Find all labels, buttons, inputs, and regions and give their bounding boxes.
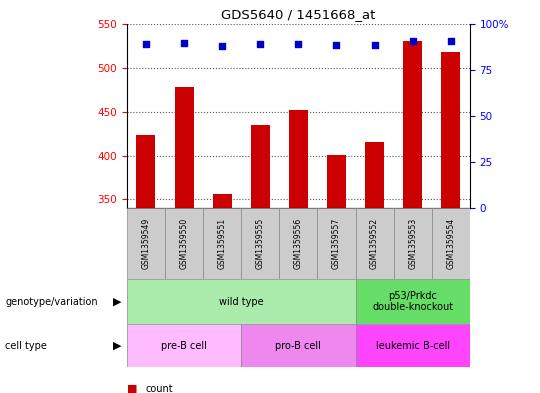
Text: GSM1359557: GSM1359557 [332,218,341,269]
Bar [127,208,165,279]
Text: pro-B cell: pro-B cell [275,341,321,351]
Title: GDS5640 / 1451668_at: GDS5640 / 1451668_at [221,8,375,21]
Point [408,38,417,44]
Bar [355,208,394,279]
Bar [203,208,241,279]
Text: GSM1359554: GSM1359554 [446,218,455,269]
Text: genotype/variation: genotype/variation [5,297,98,307]
Point [294,40,303,47]
Bar [289,110,308,208]
Text: GSM1359552: GSM1359552 [370,218,379,269]
Bar [165,208,203,279]
Point [256,40,265,47]
Point [180,40,188,46]
Text: p53/Prkdc
double-knockout: p53/Prkdc double-knockout [372,291,453,312]
Bar [403,41,422,208]
Point [332,42,341,48]
Text: leukemic B-cell: leukemic B-cell [376,341,450,351]
Bar [394,208,431,279]
Bar [441,52,460,208]
Point [370,42,379,48]
Text: cell type: cell type [5,341,48,351]
Bar [365,142,384,208]
Bar [127,279,355,324]
Bar [241,324,355,367]
Text: GSM1359555: GSM1359555 [256,218,265,269]
Text: wild type: wild type [219,297,264,307]
Bar [137,135,156,208]
Bar [327,154,346,208]
Bar [174,87,193,208]
Text: ▶: ▶ [113,341,122,351]
Text: ▶: ▶ [113,297,122,307]
Text: pre-B cell: pre-B cell [161,341,207,351]
Bar [241,208,279,279]
Bar [431,208,470,279]
Text: ■: ■ [127,384,137,393]
Bar [355,324,470,367]
Point [141,40,150,47]
Text: GSM1359556: GSM1359556 [294,218,303,269]
Text: GSM1359551: GSM1359551 [218,218,227,269]
Text: GSM1359553: GSM1359553 [408,218,417,269]
Bar [318,208,355,279]
Bar [355,279,470,324]
Bar [127,324,241,367]
Text: GSM1359550: GSM1359550 [179,218,188,269]
Text: GSM1359549: GSM1359549 [141,218,151,269]
Bar [279,208,318,279]
Point [218,43,226,50]
Point [447,38,455,44]
Bar [213,194,232,208]
Text: count: count [146,384,173,393]
Bar [251,125,270,208]
